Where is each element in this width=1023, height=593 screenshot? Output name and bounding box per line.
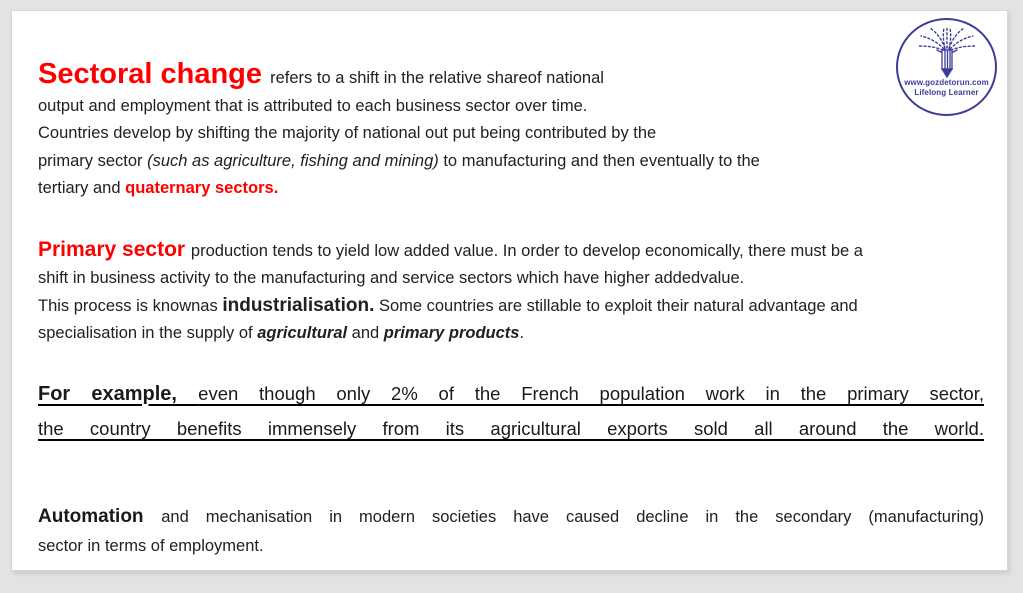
text-run: . [519,324,525,342]
text-run: output and employment that is attributed… [38,96,588,115]
text-line: tertiary and quaternary sectors. [38,175,984,203]
text-run: Sectoral change [38,58,271,90]
example-paragraph: For example, even though only 2% of the … [38,377,984,447]
text-run: (such as agriculture, fishing and mining… [147,151,439,170]
slide: Sectoral change refers to a shift in the… [11,10,1008,571]
text-run: primary sector [38,151,148,170]
text-run: even though only 2% of the French popula… [198,382,985,404]
text-line: Primary sector production tends to yield… [38,237,984,266]
automation-paragraph: Automation and mechanisation in modern s… [38,503,984,561]
text-line: Automation and mechanisation in modern s… [38,503,984,532]
text-run: Automation [38,505,162,527]
logo-tagline: Lifelong Learner [914,88,979,97]
text-run: shift in business activity to the manufa… [38,269,745,287]
text-run: tertiary and [38,179,126,197]
text-run: primary products [383,324,520,342]
text-run: Primary sector [38,237,191,261]
primary-sector-paragraph: Primary sector production tends to yield… [38,237,984,348]
slide-content: Sectoral change refers to a shift in the… [38,58,984,561]
text-run: to manufacturing and then eventually to … [438,151,760,170]
text-run: specialisation in the supply of [38,324,258,342]
text-line: Countries develop by shifting the majori… [38,120,984,148]
text-run: Countries develop by shifting the majori… [38,124,657,142]
text-line: For example, even though only 2% of the … [38,377,984,412]
text-run: For example, [38,382,199,405]
text-line: This process is knownas industrialisatio… [38,293,984,321]
text-line: specialisation in the supply of agricult… [38,320,984,348]
text-run: and [347,324,384,342]
logo: www.gozdetorun.com Lifelong Learner [896,18,997,116]
text-run: production tends to yield low added valu… [190,241,863,260]
text-run: industrialisation. [222,294,375,316]
text-line: shift in business activity to the manufa… [38,265,984,293]
logo-url-text: www.gozdetorun.com [904,78,989,87]
text-run: sector in terms of employment. [38,536,264,555]
text-run: refers to a shift in the relative shareo… [270,69,604,87]
text-run: agricultural [257,324,348,342]
pencil-spark-icon [916,25,977,78]
text-run: Some countries are stillable to exploit … [374,296,858,315]
text-run: the country benefits immensely from its … [38,417,984,439]
text-line: Sectoral change refers to a shift in the… [38,58,984,93]
text-run: quaternary sectors. [125,179,279,197]
text-line: primary sector (such as agriculture, fis… [38,148,984,176]
text-run: This process is knownas [38,296,223,315]
intro-paragraph: Sectoral change refers to a shift in the… [38,58,984,203]
text-line: output and employment that is attributed… [38,93,984,121]
text-run: and mechanisation in modern societies ha… [161,507,984,526]
text-line: sector in terms of employment. [38,532,984,561]
text-line: the country benefits immensely from its … [38,412,984,447]
